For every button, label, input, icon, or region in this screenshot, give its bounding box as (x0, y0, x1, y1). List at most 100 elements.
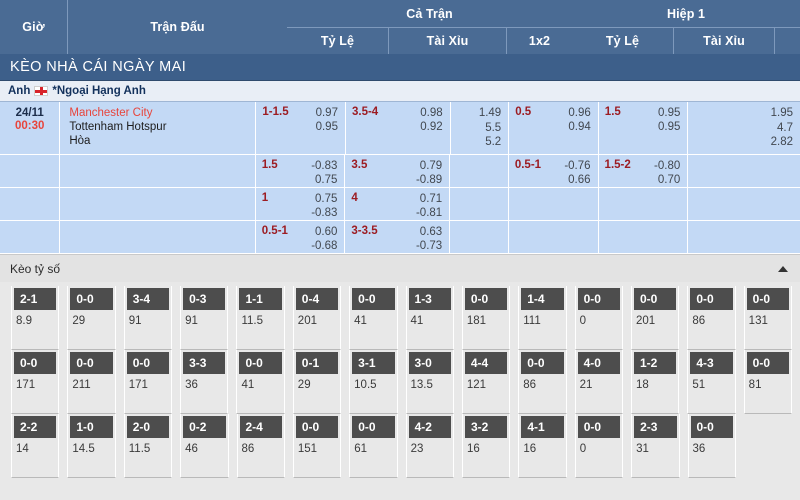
correct-score-cell[interactable]: 4-3 51 (687, 350, 736, 414)
correct-score-cell[interactable]: 0-0 86 (687, 286, 736, 350)
correct-score-label: Kèo tỷ số (10, 261, 61, 276)
match-teams-cell[interactable]: Manchester City Tottenham Hotspur Hòa (59, 102, 256, 155)
caret-up-icon[interactable] (778, 265, 788, 272)
half-overunder-cell-1[interactable]: 1.5 0.95 0.95 (597, 102, 688, 155)
correct-score-odd: 41 (410, 315, 424, 327)
correct-score-value: 0-0 (690, 288, 733, 310)
correct-score-cell[interactable]: 3-3 36 (180, 350, 229, 414)
correct-score-cell[interactable]: 0-4 201 (292, 286, 342, 350)
full-1x2-cell[interactable]: 1.49 5.5 5.2 (449, 102, 509, 155)
league-row[interactable]: Anh *Ngoại Hạng Anh (0, 81, 800, 102)
correct-score-odd: 18 (635, 379, 649, 391)
correct-score-cell[interactable]: 0-1 29 (292, 350, 342, 414)
correct-score-cell[interactable]: 2-3 31 (631, 414, 680, 478)
correct-score-cell[interactable]: 0-0 29 (67, 286, 116, 350)
handicap-line: 0.5 (515, 106, 532, 118)
correct-score-cell[interactable]: 0-0 41 (236, 350, 285, 414)
handicap-prices: -0.83 0.75 (311, 160, 338, 186)
correct-score-value: 2-4 (239, 416, 282, 438)
correct-score-value: 3-2 (465, 416, 508, 438)
full-overunder-cell-3[interactable]: 4 0.71 -0.81 (344, 188, 450, 221)
column-header-full-handicap: Tỷ Lệ (287, 27, 388, 54)
correct-score-cell[interactable]: 1-0 14.5 (67, 414, 116, 478)
correct-score-odd: 61 (354, 443, 368, 455)
column-header-half-1x2-spacer (774, 27, 800, 54)
full-1x2-prices: 1.49 5.5 5.2 (478, 107, 502, 148)
correct-score-odd: 11.5 (128, 443, 151, 455)
correct-score-cell[interactable]: 1-2 18 (630, 350, 680, 414)
correct-score-cell[interactable]: 0-0 61 (349, 414, 398, 478)
correct-score-value: 0-0 (70, 288, 113, 310)
correct-score-row: 2-1 8.9 0-0 29 3-4 91 0-3 91 1-1 11.5 0-4 201 0-0 41 1… (11, 286, 800, 350)
correct-score-cell[interactable]: 0-0 131 (743, 286, 793, 350)
full-1x2-cell-empty (449, 188, 508, 221)
correct-score-cell[interactable]: 0-0 151 (292, 414, 342, 478)
correct-score-header[interactable]: Kèo tỷ số (0, 254, 800, 282)
correct-score-cell[interactable]: 3-0 13.5 (405, 350, 454, 414)
correct-score-cell[interactable]: 1-3 41 (405, 286, 454, 350)
correct-score-cell[interactable]: 2-2 14 (11, 414, 60, 478)
correct-score-cell[interactable]: 0-0 171 (11, 350, 60, 414)
correct-score-cell[interactable]: 0-2 46 (180, 414, 229, 478)
correct-score-value: 3-3 (183, 352, 226, 374)
correct-score-cell[interactable]: 0-3 91 (180, 286, 229, 350)
correct-score-cell[interactable]: 4-4 121 (461, 350, 511, 414)
half-1x2-cell[interactable]: 1.95 4.7 2.82 (687, 102, 800, 155)
correct-score-cell[interactable]: 1-1 11.5 (236, 286, 285, 350)
correct-score-cell[interactable]: 0-0 36 (687, 414, 736, 478)
correct-score-value: 0-0 (14, 352, 57, 374)
full-overunder-cell-2[interactable]: 3.5 0.79 -0.89 (344, 155, 450, 188)
league-name: *Ngoại Hạng Anh (52, 85, 146, 97)
correct-score-cell[interactable]: 0-0 41 (349, 286, 398, 350)
handicap-prices: 0.96 0.94 (568, 107, 591, 133)
correct-score-cell[interactable]: 0-0 86 (518, 350, 567, 414)
correct-score-cell[interactable]: 3-2 16 (462, 414, 511, 478)
correct-score-odd: 41 (354, 315, 367, 327)
half-handicap-cell-2[interactable]: 0.5-1 -0.76 0.66 (507, 155, 598, 188)
correct-score-cell[interactable]: 4-2 23 (405, 414, 454, 478)
correct-score-value: 4-2 (408, 416, 451, 438)
correct-score-value: 0-0 (295, 416, 339, 438)
correct-score-odd: 171 (16, 379, 36, 391)
full-overunder-cell-1[interactable]: 3.5-4 0.98 0.92 (344, 102, 450, 155)
correct-score-cell[interactable]: 0-0 81 (743, 350, 793, 414)
correct-score-cell[interactable]: 0-0 211 (67, 350, 116, 414)
correct-score-cell[interactable]: 3-1 10.5 (349, 350, 398, 414)
half-overunder-cell-2[interactable]: 1.5-2 -0.80 0.70 (597, 155, 688, 188)
column-group-full-match: Cả Trận (406, 6, 453, 21)
page-title: KÈO NHÀ CÁI NGÀY MAI (0, 54, 800, 81)
handicap-line: 0.5-1 (514, 159, 542, 171)
correct-score-cell[interactable]: 1-4 111 (518, 286, 567, 350)
correct-score-cell[interactable]: 4-0 21 (574, 350, 623, 414)
overunder-line: 3.5 (351, 159, 368, 171)
correct-score-cell[interactable]: 0-0 171 (123, 350, 173, 414)
column-group-first-half: Hiệp 1 (666, 6, 706, 21)
half-handicap-cell-1[interactable]: 0.5 0.96 0.94 (508, 102, 598, 155)
correct-score-cell[interactable]: 2-4 86 (236, 414, 285, 478)
correct-score-odd: 46 (185, 443, 198, 455)
correct-score-cell[interactable]: 0-0 0 (574, 286, 623, 350)
correct-score-odd: 181 (466, 315, 487, 327)
correct-score-cell[interactable]: 0-0 0 (574, 414, 624, 478)
spacer-teams-cell (59, 155, 255, 188)
full-handicap-cell-2[interactable]: 1.5 -0.83 0.75 (254, 155, 345, 188)
correct-score-odd: 14.5 (72, 443, 95, 455)
correct-score-value: 4-1 (521, 416, 564, 438)
correct-score-cell[interactable]: 4-1 16 (518, 414, 567, 478)
correct-score-cell[interactable]: 0-0 181 (461, 286, 511, 350)
column-header-half-handicap: Tỷ Lệ (572, 27, 673, 54)
correct-score-cell[interactable]: 0-0 201 (630, 286, 680, 350)
correct-score-value: 2-0 (126, 416, 170, 438)
half-1x2-cell-empty (687, 155, 800, 188)
full-handicap-cell-3[interactable]: 1 0.75 -0.83 (254, 188, 345, 221)
correct-score-cell[interactable]: 2-0 11.5 (123, 414, 173, 478)
column-header-full-overunder: Tài Xỉu (388, 27, 506, 54)
correct-score-cell[interactable]: 3-4 91 (123, 286, 173, 350)
full-overunder-cell-4[interactable]: 3-3.5 0.63 -0.73 (344, 221, 450, 254)
half-handicap-cell-3 (507, 188, 598, 221)
correct-score-odd: 14 (16, 443, 29, 455)
correct-score-cell[interactable]: 2-1 8.9 (11, 286, 60, 350)
full-handicap-cell-1[interactable]: 1-1.5 0.97 0.95 (255, 102, 345, 155)
full-handicap-cell-4[interactable]: 0.5-1 0.60 -0.68 (254, 221, 345, 254)
correct-score-odd: 31 (636, 443, 649, 455)
